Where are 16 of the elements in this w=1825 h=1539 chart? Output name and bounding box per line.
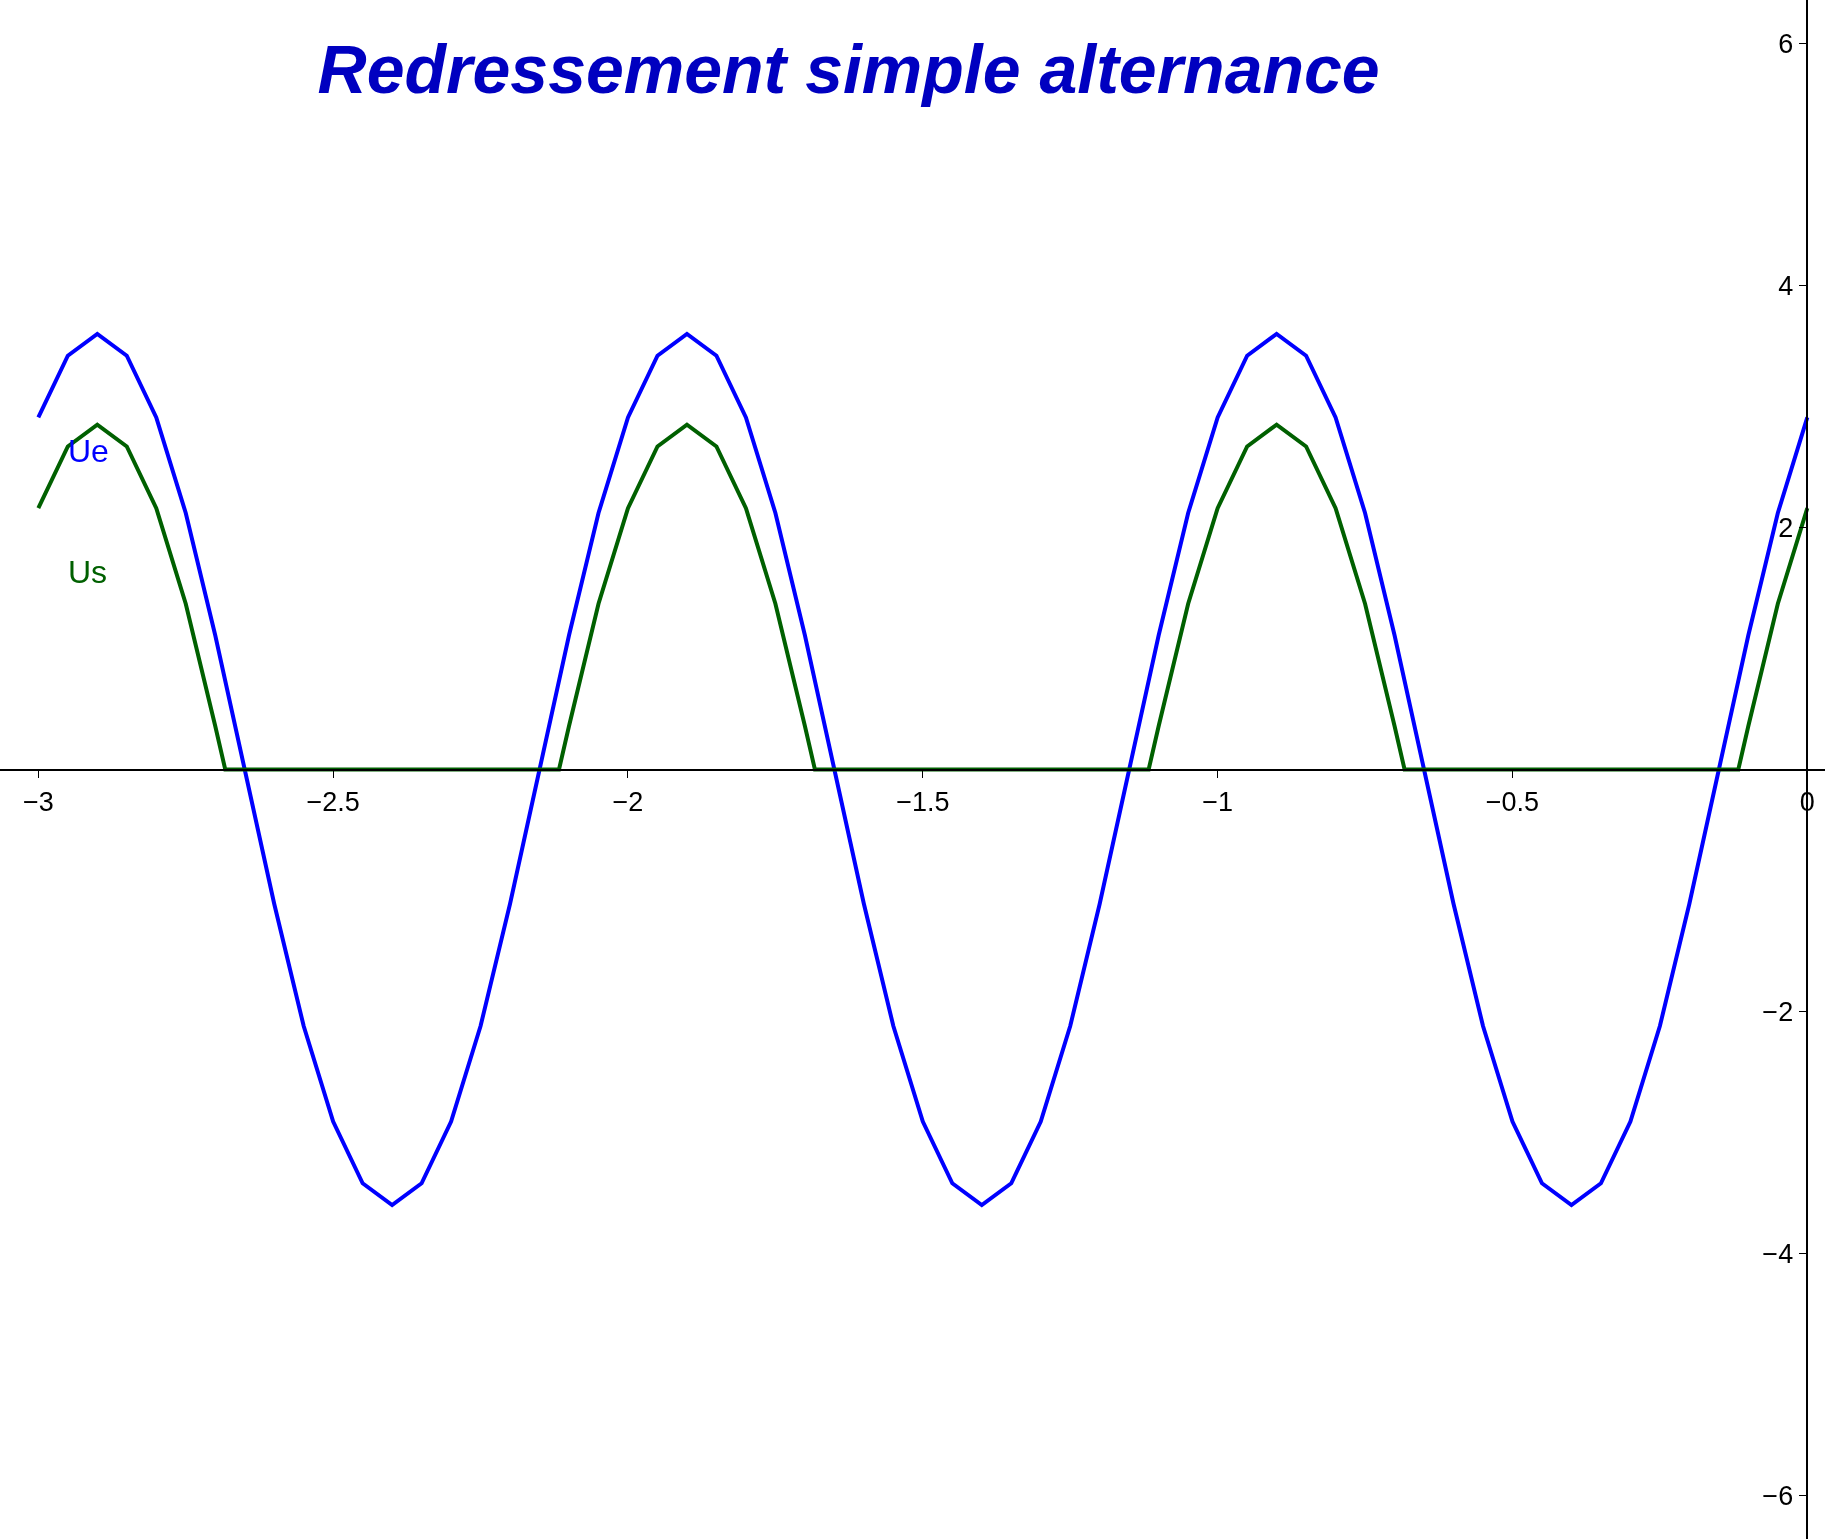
y-tick-label: −2 [1762,996,1794,1027]
y-tick-label: −4 [1762,1238,1794,1269]
x-tick-label: −0.5 [1485,786,1540,817]
x-tick-label: −3 [22,786,54,817]
line-series [36,422,1810,772]
y-tick-label: 6 [1778,29,1794,60]
y-tick-label: −6 [1762,1480,1794,1511]
x-tick-label: −1 [1202,786,1234,817]
y-tick-label: 2 [1778,512,1794,543]
text: Redressement simple alternance [317,31,1380,108]
y-tick-label: 4 [1778,270,1794,301]
x-tick-label: −2 [612,786,644,817]
series-label: Ue [68,433,109,469]
x-tick-label: −2.5 [306,786,360,817]
series-label: Us [68,554,108,590]
x-tick-label: −1.5 [896,786,950,817]
